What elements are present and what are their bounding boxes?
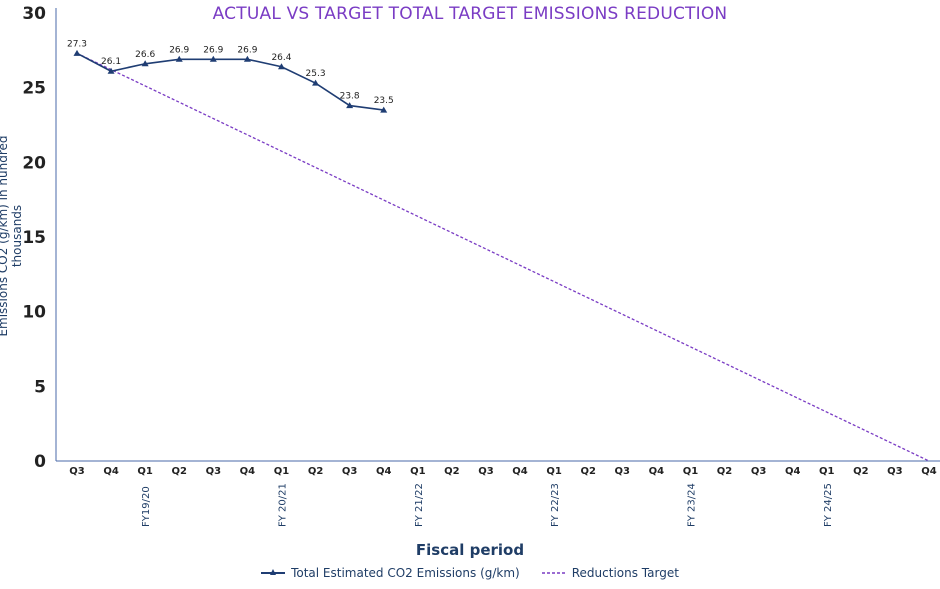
y-tick-label: 20: [22, 153, 46, 173]
target-series-line: [76, 52, 930, 462]
x-tick-label: Q2: [853, 466, 869, 477]
y-tick-label: 25: [22, 79, 46, 99]
fiscal-year-label: FY 20/21: [277, 483, 288, 527]
legend-label-actual: Total Estimated CO2 Emissions (g/km): [291, 566, 520, 580]
x-tick-label: Q2: [308, 466, 324, 477]
x-tick-label: Q3: [615, 466, 631, 477]
data-label: 25.3: [306, 69, 326, 79]
data-label: 26.9: [237, 45, 257, 55]
x-tick-label: Q4: [103, 466, 119, 477]
actual-data-point: [175, 55, 183, 62]
actual-data-point: [107, 67, 115, 74]
actual-data-point: [243, 55, 251, 62]
legend-dashed-line-icon: [541, 572, 566, 574]
x-tick-label: Q2: [444, 466, 460, 477]
fiscal-year-label: FY 23/24: [686, 483, 697, 527]
legend-item-actual: Total Estimated CO2 Emissions (g/km): [261, 566, 520, 580]
data-label: 26.1: [101, 57, 121, 67]
actual-data-point: [346, 102, 354, 109]
x-tick-label: Q4: [785, 466, 801, 477]
actual-data-point: [141, 60, 149, 67]
x-tick-label: Q1: [683, 466, 699, 477]
x-tick-label: Q3: [342, 466, 358, 477]
x-tick-label: Q3: [887, 466, 903, 477]
legend-item-target: Reductions Target: [541, 566, 679, 580]
x-tick-label: Q4: [512, 466, 528, 477]
legend-label-target: Reductions Target: [571, 566, 679, 580]
actual-data-point: [380, 106, 388, 113]
x-tick-label: Q4: [376, 466, 392, 477]
x-tick-label: Q3: [751, 466, 767, 477]
y-tick-label: 5: [34, 377, 46, 397]
x-tick-label: Q4: [240, 466, 256, 477]
x-tick-label: Q3: [69, 466, 85, 477]
data-label: 27.3: [67, 39, 87, 49]
x-tick-label: Q3: [206, 466, 222, 477]
y-tick-label: 0: [34, 452, 46, 472]
fiscal-year-label: FY 24/25: [823, 483, 834, 527]
data-label: 26.9: [203, 45, 223, 55]
fiscal-year-label: FY 21/22: [414, 483, 425, 527]
x-tick-label: Q4: [921, 466, 937, 477]
legend: Total Estimated CO2 Emissions (g/km) Red…: [0, 566, 940, 580]
fiscal-year-label: FY19/20: [141, 486, 152, 527]
actual-data-point: [73, 49, 81, 56]
data-label: 26.9: [169, 45, 189, 55]
x-tick-label: Q1: [819, 466, 835, 477]
data-label: 23.8: [340, 92, 360, 102]
actual-data-point: [312, 79, 320, 86]
x-tick-label: Q3: [478, 466, 494, 477]
chart-title: ACTUAL VS TARGET TOTAL TARGET EMISSIONS …: [212, 4, 728, 24]
actual-data-point: [277, 63, 285, 70]
fiscal-year-label: FY 22/23: [550, 483, 561, 527]
y-tick-label: 10: [22, 303, 46, 323]
y-tick-label: 15: [22, 228, 46, 248]
actual-series-line: [76, 52, 384, 111]
x-tick-label: Q1: [274, 466, 290, 477]
x-tick-label: Q1: [546, 466, 562, 477]
legend-line-triangle-icon: [261, 569, 286, 575]
x-tick-label: Q2: [172, 466, 188, 477]
x-tick-label: Q2: [580, 466, 596, 477]
data-label: 23.5: [374, 96, 394, 106]
x-tick-label: Q1: [410, 466, 426, 477]
y-tick-label: 30: [22, 4, 46, 24]
x-tick-label: Q1: [137, 466, 153, 477]
data-label: 26.4: [271, 53, 291, 63]
x-axis-label: Fiscal period: [415, 541, 525, 559]
data-label: 26.6: [135, 50, 155, 60]
actual-data-point: [209, 55, 217, 62]
x-tick-label: Q4: [649, 466, 665, 477]
x-tick-label: Q2: [717, 466, 733, 477]
